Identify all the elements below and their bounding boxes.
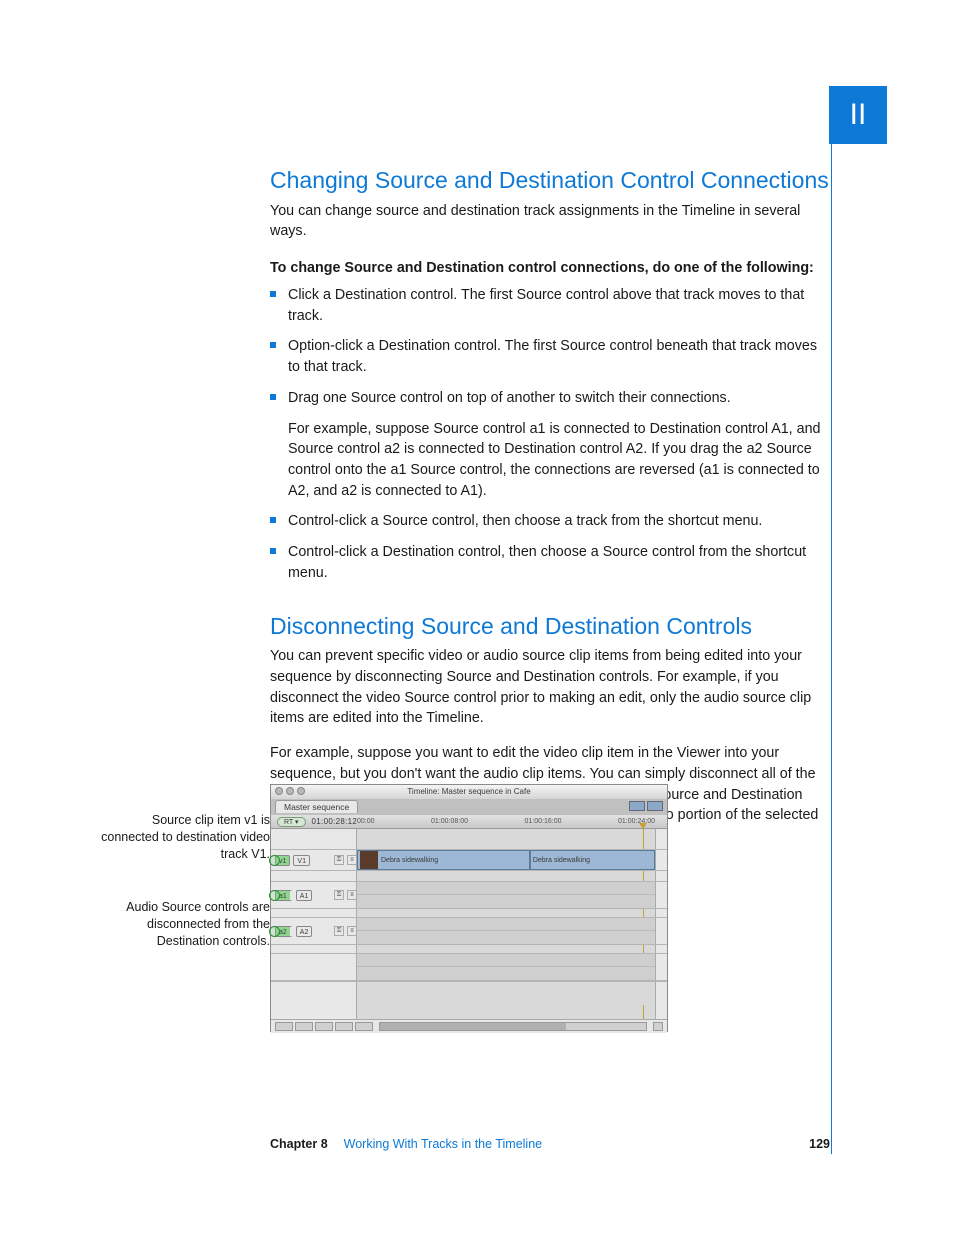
toolbar-button[interactable] — [295, 1022, 313, 1031]
timeline-bottom-bar — [271, 1019, 667, 1033]
track-v1: v1 V1 ⚿ ≡ Debra sidewalking Debra sidewa… — [271, 849, 667, 871]
figure: Source clip item v1 is connected to dest… — [94, 784, 830, 1036]
section1-bullets: Click a Destination control. The first S… — [270, 285, 830, 584]
window-title: Timeline: Master sequence in Cafe — [407, 787, 530, 796]
tabbar-buttons[interactable] — [629, 801, 663, 811]
callout-v1-connected: Source clip item v1 is connected to dest… — [94, 812, 270, 863]
clip-label: Debra sidewalking — [533, 855, 590, 866]
footer-chapter: Chapter 8 — [270, 1137, 328, 1151]
clip-label: Debra sidewalking — [381, 855, 438, 866]
bullet-text: Drag one Source control on top of anothe… — [288, 390, 731, 406]
destination-control-a2[interactable]: A2 — [296, 926, 313, 937]
video-clip[interactable]: Debra sidewalking — [357, 850, 530, 870]
track-a1: a1 A1 ⚿ ≡ — [271, 881, 667, 909]
track-head-v1: v1 V1 ⚿ ≡ — [271, 850, 357, 870]
clip-thumbnail — [360, 851, 378, 869]
callout-highlight-icon — [269, 855, 280, 866]
callout-highlight-icon — [269, 890, 280, 901]
track-body-a2[interactable] — [357, 918, 655, 944]
toolbar-button[interactable] — [355, 1022, 373, 1031]
section1-instructions: To change Source and Destination control… — [270, 258, 830, 279]
audio-lane — [357, 895, 655, 908]
current-timecode: 01:00:28:12 — [312, 817, 358, 826]
page-content: Changing Source and Destination Control … — [270, 166, 830, 861]
bullet-item: Control-click a Destination control, the… — [270, 542, 830, 583]
callout-highlight-icon — [269, 926, 280, 937]
destination-control-a1[interactable]: A1 — [296, 890, 313, 901]
toolbar-button[interactable] — [335, 1022, 353, 1031]
section2-heading: Disconnecting Source and Destination Con… — [270, 612, 830, 641]
audio-lane — [357, 967, 655, 980]
page-footer: Chapter 8 Working With Tracks in the Tim… — [270, 1137, 830, 1151]
track-head-a2: a2 A2 ⚿ ≡ — [271, 918, 357, 944]
bullet-item: Control-click a Source control, then cho… — [270, 511, 830, 532]
window-titlebar: Timeline: Master sequence in Cafe — [271, 785, 667, 799]
section1-intro: You can change source and destination tr… — [270, 201, 830, 242]
tracks-area: v1 V1 ⚿ ≡ Debra sidewalking Debra sidewa… — [271, 829, 667, 1019]
autoselect-icon[interactable]: ≡ — [347, 890, 357, 900]
part-tab: II — [829, 86, 887, 144]
toolbar-button[interactable] — [275, 1022, 293, 1031]
audio-lane — [357, 882, 655, 895]
scrollbar-horizontal[interactable] — [379, 1022, 647, 1031]
margin-rule — [831, 144, 832, 1154]
ruler-label: 01:00:08:00 — [431, 818, 468, 825]
track-empty — [271, 981, 667, 1005]
bullet-item: Drag one Source control on top of anothe… — [270, 388, 830, 502]
timeline-window: Timeline: Master sequence in Cafe Master… — [270, 784, 668, 1032]
lock-icon[interactable]: ⚿ — [334, 890, 344, 900]
autoselect-icon[interactable]: ≡ — [347, 855, 357, 865]
destination-control-v1[interactable]: V1 — [293, 855, 310, 866]
lock-icon[interactable]: ⚿ — [334, 855, 344, 865]
callout-audio-disconnected: Audio Source controls are disconnected f… — [94, 899, 270, 950]
track-body-v1[interactable]: Debra sidewalking Debra sidewalking — [357, 850, 655, 870]
ruler-ticks: 00:00 01:00:08:00 01:00:16:00 01:00:24:0… — [357, 815, 655, 828]
audio-lane — [357, 931, 655, 944]
toolbar-button[interactable] — [653, 1022, 663, 1031]
autoselect-icon[interactable]: ≡ — [347, 926, 357, 936]
track-body-empty[interactable] — [357, 982, 655, 1005]
section1-heading: Changing Source and Destination Control … — [270, 166, 830, 195]
bullet-item: Option-click a Destination control. The … — [270, 336, 830, 377]
rt-button[interactable]: RT ▾ — [277, 817, 306, 827]
track-head-a1: a1 A1 ⚿ ≡ — [271, 882, 357, 908]
bullet-item: Click a Destination control. The first S… — [270, 285, 830, 326]
track-body-empty[interactable] — [357, 954, 655, 980]
ruler-label: 01:00:24:00 — [618, 818, 655, 825]
sequence-tabbar: Master sequence — [271, 799, 667, 815]
footer-page-number: 129 — [809, 1137, 830, 1151]
window-traffic-lights[interactable] — [275, 787, 305, 795]
lock-icon[interactable]: ⚿ — [334, 926, 344, 936]
audio-lane — [357, 954, 655, 967]
video-clip[interactable]: Debra sidewalking — [530, 850, 655, 870]
toolbar-button[interactable] — [315, 1022, 333, 1031]
audio-lane — [357, 918, 655, 931]
section2-para1: You can prevent specific video or audio … — [270, 646, 830, 729]
ruler-label: 00:00 — [357, 818, 375, 825]
ruler-label: 01:00:16:00 — [525, 818, 562, 825]
track-a2: a2 A2 ⚿ ≡ — [271, 917, 667, 945]
timeline-ruler[interactable]: RT ▾ 01:00:28:12 00:00 01:00:08:00 01:00… — [271, 815, 667, 829]
track-empty — [271, 953, 667, 981]
bullet-example: For example, suppose Source control a1 i… — [288, 419, 830, 502]
track-body-a1[interactable] — [357, 882, 655, 908]
sequence-tab[interactable]: Master sequence — [275, 800, 358, 813]
footer-title: Working With Tracks in the Timeline — [344, 1137, 542, 1151]
